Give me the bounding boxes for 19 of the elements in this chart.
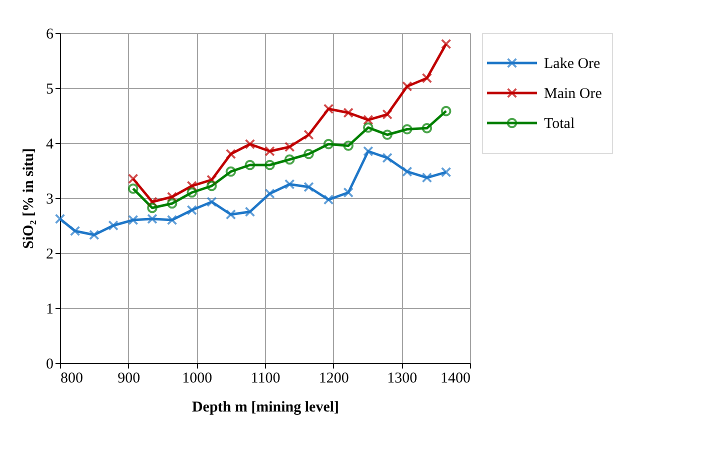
- x-tick-label: 1200: [318, 370, 349, 386]
- y-tick-label: 5: [46, 82, 54, 98]
- y-tick-label: 3: [46, 192, 54, 208]
- y-tick-label: 0: [46, 356, 54, 372]
- legend-label: Total: [544, 116, 575, 132]
- x-axis-title: Depth m [mining level]: [192, 400, 340, 416]
- x-tick-label: 1400: [440, 370, 470, 386]
- x-tick-label: 1000: [182, 370, 212, 386]
- x-tick-label: 1300: [387, 370, 418, 386]
- y-tick-label: 2: [46, 246, 54, 262]
- y-tick-label: 4: [46, 136, 54, 152]
- x-tick-label: 1100: [250, 370, 280, 386]
- y-axis-title: SiO₂ [% in situ]: [21, 148, 37, 249]
- y-tick-label: 6: [46, 26, 54, 42]
- y-tick-label: 1: [46, 302, 54, 318]
- legend-label: Main Ore: [544, 86, 602, 102]
- x-tick-label: 800: [60, 370, 83, 386]
- x-tick-label: 900: [118, 370, 140, 386]
- legend-label: Lake Ore: [544, 56, 601, 72]
